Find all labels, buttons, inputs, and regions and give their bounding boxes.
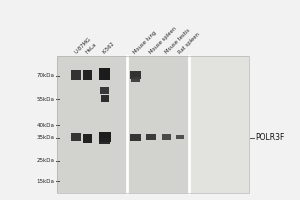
Text: Mouse lung: Mouse lung [133,30,158,55]
Bar [83,70,92,80]
Bar [130,71,141,79]
Text: 70kDa: 70kDa [37,73,55,78]
Bar [70,133,81,141]
Bar [130,77,140,82]
Bar [57,56,249,193]
Text: U-87MG: U-87MG [73,37,92,55]
Text: 40kDa: 40kDa [37,123,55,128]
Text: HeLa: HeLa [85,42,98,55]
Bar [100,87,109,94]
Bar [188,56,249,193]
Bar [82,134,92,143]
Text: 55kDa: 55kDa [37,97,55,102]
Text: 15kDa: 15kDa [37,179,55,184]
Bar [146,134,156,140]
Bar [130,134,141,141]
Text: Mouse testis: Mouse testis [164,28,191,55]
Text: 35kDa: 35kDa [37,135,55,140]
Bar [99,132,111,142]
Text: Mouse spleen: Mouse spleen [148,26,178,55]
Bar [57,56,127,193]
Bar [162,134,171,140]
Text: K-562: K-562 [102,41,116,55]
Text: Rat spleen: Rat spleen [177,32,201,55]
Bar [176,135,184,139]
Bar [70,70,81,80]
Bar [100,95,109,102]
Bar [99,68,110,80]
Text: 25kDa: 25kDa [37,158,55,163]
Bar [127,56,188,193]
Text: POLR3F: POLR3F [255,133,284,142]
Bar [99,138,110,144]
